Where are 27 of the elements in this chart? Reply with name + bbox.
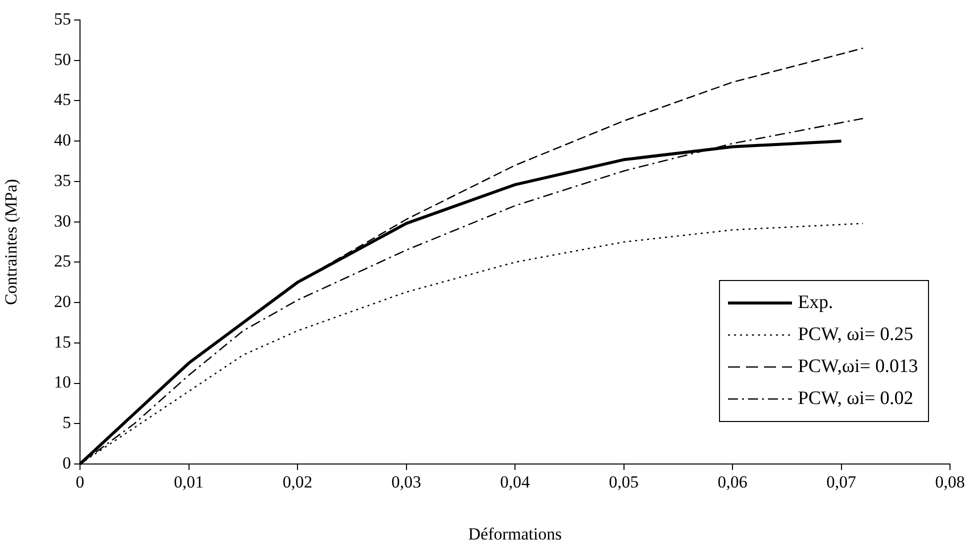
y-tick-label: 15	[54, 332, 71, 352]
x-tick-label: 0,05	[608, 472, 639, 492]
y-tick-label: 5	[62, 413, 71, 432]
x-tick-label: 0,07	[826, 472, 857, 492]
y-tick-label: 20	[54, 292, 71, 312]
y-tick-label: 25	[54, 252, 71, 271]
x-tick-label: 0,01	[174, 472, 204, 492]
x-axis-title: Déformations	[468, 524, 562, 544]
legend-label: PCW, ωi= 0.02	[798, 388, 914, 410]
y-tick-label: 35	[54, 170, 71, 190]
y-tick-label: 55	[54, 9, 71, 28]
y-tick-label: 0	[62, 453, 71, 472]
y-tick-label: 10	[54, 372, 71, 392]
y-tick-label: 30	[54, 211, 71, 230]
x-tick-label: 0,06	[718, 472, 748, 492]
legend-label: Exp.	[798, 292, 834, 314]
y-tick-label: 40	[54, 130, 71, 150]
x-tick-label: 0,08	[935, 472, 965, 492]
x-tick-label: 0,03	[391, 472, 422, 492]
x-tick-label: 0,02	[282, 472, 312, 492]
y-axis-title: Contraintes (MPa)	[2, 178, 21, 306]
x-tick-label: 0,04	[500, 472, 530, 492]
x-tick-label: 0	[76, 472, 84, 492]
y-tick-label: 45	[54, 90, 71, 110]
y-tick-label: 50	[54, 50, 71, 69]
legend-label: PCW,ωi= 0.013	[798, 356, 918, 378]
legend-label: PCW, ωi= 0.25	[798, 324, 914, 346]
